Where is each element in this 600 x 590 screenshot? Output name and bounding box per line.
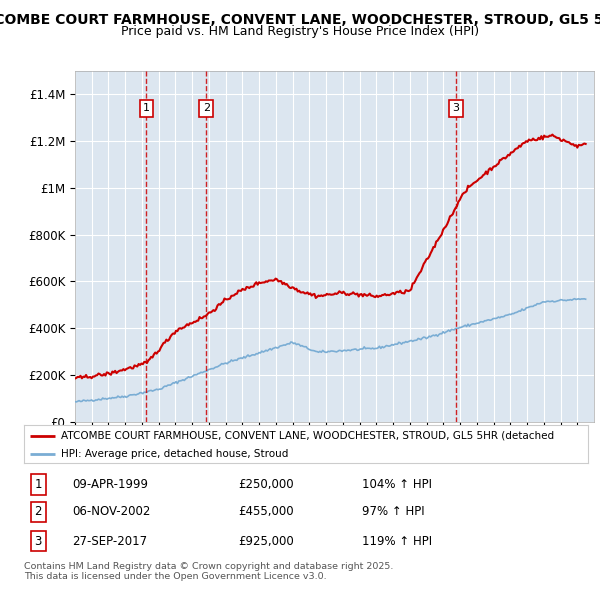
Text: 27-SEP-2017: 27-SEP-2017	[72, 535, 147, 548]
Text: 06-NOV-2002: 06-NOV-2002	[72, 505, 151, 519]
Text: 3: 3	[34, 535, 42, 548]
Text: 97% ↑ HPI: 97% ↑ HPI	[362, 505, 425, 519]
Text: ATCOMBE COURT FARMHOUSE, CONVENT LANE, WOODCHESTER, STROUD, GL5 5HR: ATCOMBE COURT FARMHOUSE, CONVENT LANE, W…	[0, 13, 600, 27]
Text: ATCOMBE COURT FARMHOUSE, CONVENT LANE, WOODCHESTER, STROUD, GL5 5HR (detached: ATCOMBE COURT FARMHOUSE, CONVENT LANE, W…	[61, 431, 554, 441]
Text: 1: 1	[34, 478, 42, 491]
Text: 2: 2	[203, 103, 210, 113]
Text: 2: 2	[34, 505, 42, 519]
Text: 104% ↑ HPI: 104% ↑ HPI	[362, 478, 433, 491]
Text: £455,000: £455,000	[238, 505, 294, 519]
Text: Contains HM Land Registry data © Crown copyright and database right 2025.
This d: Contains HM Land Registry data © Crown c…	[24, 562, 394, 581]
Text: Price paid vs. HM Land Registry's House Price Index (HPI): Price paid vs. HM Land Registry's House …	[121, 25, 479, 38]
Text: HPI: Average price, detached house, Stroud: HPI: Average price, detached house, Stro…	[61, 448, 288, 458]
Text: 3: 3	[452, 103, 459, 113]
Text: 09-APR-1999: 09-APR-1999	[72, 478, 148, 491]
Text: £925,000: £925,000	[238, 535, 294, 548]
Text: 119% ↑ HPI: 119% ↑ HPI	[362, 535, 433, 548]
Text: 1: 1	[143, 103, 150, 113]
Text: £250,000: £250,000	[238, 478, 294, 491]
